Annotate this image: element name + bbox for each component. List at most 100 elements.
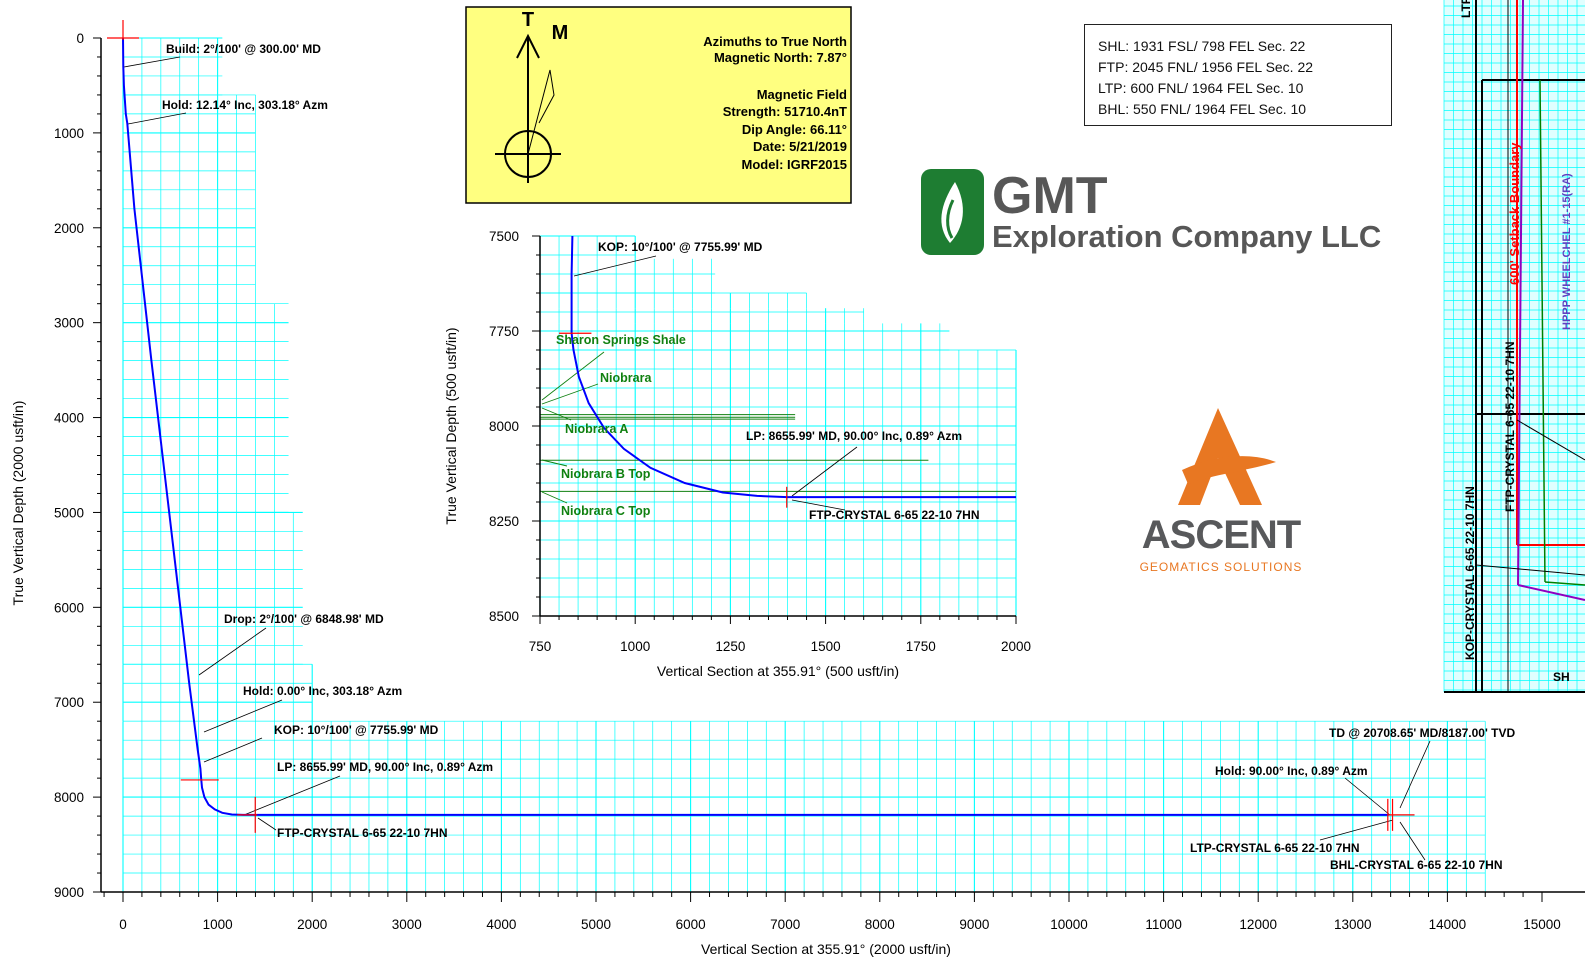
inset-x-tick-2000: 2000 (1001, 639, 1031, 654)
main-y-tick-4000: 4000 (54, 411, 84, 426)
main-y-tick-5000: 5000 (54, 505, 84, 520)
main-y-tick-6000: 6000 (54, 600, 84, 615)
main-y-tick-9000: 9000 (54, 885, 84, 900)
main-x-tick-5000: 5000 (581, 917, 611, 932)
main-x-tick-14000: 14000 (1429, 917, 1467, 932)
ascent-logo-name: ASCENT (1138, 513, 1304, 558)
ltp-location: LTP: 600 FNL/ 1964 FEL Sec. 10 (1098, 78, 1391, 99)
main-x-tick-1000: 1000 (203, 917, 233, 932)
offset-well-label: HPPP WHEELCHEL #1-15(RA) (1561, 173, 1573, 330)
inset-x-tick-750: 750 (529, 639, 552, 654)
main-leader-8 (1345, 778, 1390, 815)
niobrara-b-leader (542, 460, 567, 466)
main-y-tick-2000: 2000 (54, 221, 84, 236)
main-x-tick-12000: 12000 (1239, 917, 1277, 932)
inset-x-tick-1500: 1500 (811, 639, 841, 654)
gmt-logo-icon (921, 169, 984, 255)
hold1-annotation: Hold: 12.14° Inc, 303.18° Azm (162, 98, 328, 112)
main-leader-5 (244, 776, 340, 815)
ltp-annotation: LTP-CRYSTAL 6-65 22-10 7HN (1190, 841, 1360, 855)
main-leader-1 (128, 113, 186, 124)
inset-x-tick-labels: 750 1000 1250 1500 1750 2000 (529, 639, 1031, 654)
north-info-line-2: Magnetic North: 7.87° (714, 50, 847, 65)
main-x-tick-4000: 4000 (486, 917, 516, 932)
niobrara-c-leader (542, 492, 567, 503)
kop-annotation: KOP: 10°/100' @ 7755.99' MD (274, 723, 439, 737)
plan-ftp-label: FTP-CRYSTAL 6-65 22-10 7HN (1503, 342, 1517, 513)
main-x-tick-3000: 3000 (392, 917, 422, 932)
main-x-tick-7000: 7000 (770, 917, 800, 932)
north-info-line-4: Magnetic Field (757, 87, 847, 102)
niobrara-b-label: Niobrara B Top (561, 467, 651, 481)
north-info-line-7: Date: 5/21/2019 (753, 139, 847, 154)
inset-x-tick-1250: 1250 (715, 639, 745, 654)
main-leader-4 (204, 738, 262, 762)
inset-kop-leader (574, 256, 656, 276)
lp-annotation: LP: 8655.99' MD, 90.00° Inc, 0.89° Azm (277, 760, 493, 774)
main-x-tick-15000: 15000 (1523, 917, 1561, 932)
main-leader-0 (124, 57, 180, 67)
main-x-tick-6000: 6000 (676, 917, 706, 932)
main-x-tick-9000: 9000 (959, 917, 989, 932)
main-x-tick-0: 0 (119, 917, 127, 932)
main-leader-6 (258, 818, 276, 830)
ftp-annotation: FTP-CRYSTAL 6-65 22-10 7HN (277, 826, 448, 840)
sharon-springs-label: Sharon Springs Shale (556, 333, 686, 347)
main-y-tick-labels: 0 1000 2000 3000 4000 5000 6000 7000 8000 9000 (54, 31, 84, 900)
true-north-label: T (522, 9, 534, 31)
main-leader-2 (199, 628, 266, 675)
gmt-logo-subtitle: Exploration Company LLC (992, 220, 1381, 254)
shl-location: SHL: 1931 FSL/ 798 FEL Sec. 22 (1098, 36, 1391, 57)
inset-y-tick-8250: 8250 (489, 514, 519, 529)
hold3-annotation: Hold: 90.00° Inc, 0.89° Azm (1215, 764, 1368, 778)
td-annotation: TD @ 20708.65' MD/8187.00' TVD (1329, 726, 1515, 740)
main-y-tick-1000: 1000 (54, 126, 84, 141)
main-y-axis-label: True Vertical Depth (2000 usft/in) (10, 401, 26, 606)
main-leader-3 (204, 700, 282, 732)
inset-lp-annotation: LP: 8655.99' MD, 90.00° Inc, 0.89° Azm (746, 429, 962, 443)
niobrara-label: Niobrara (600, 371, 652, 385)
main-y-tick-3000: 3000 (54, 316, 84, 331)
main-x-tick-labels: 0 1000 2000 3000 4000 5000 6000 7000 8000 9000 100… (119, 917, 1561, 932)
ftp-location: FTP: 2045 FNL/ 1956 FEL Sec. 22 (1098, 57, 1391, 78)
north-arrow-box: T M Azimuths to True North Magnetic Nort… (466, 7, 851, 203)
drop-annotation: Drop: 2°/100' @ 6848.98' MD (224, 612, 384, 626)
main-x-tick-8000: 8000 (865, 917, 895, 932)
bhl-annotation: BHL-CRYSTAL 6-65 22-10 7HN (1330, 858, 1503, 872)
inset-y-tick-8000: 8000 (489, 419, 519, 434)
main-y-tick-0: 0 (76, 31, 84, 46)
inset-y-tick-7750: 7750 (489, 324, 519, 339)
inset-y-axis-label: True Vertical Depth (500 usft/in) (443, 327, 459, 524)
niobrara-a-leader (542, 408, 571, 420)
inset-y-tick-8500: 8500 (489, 609, 519, 624)
main-x-tick-10000: 10000 (1050, 917, 1088, 932)
main-y-tick-8000: 8000 (54, 790, 84, 805)
ascent-logo-subtitle: GEOMATICS SOLUTIONS (1138, 560, 1304, 574)
inset-x-tick-1750: 1750 (906, 639, 936, 654)
inset-y-tick-7500: 7500 (489, 229, 519, 244)
north-info-line-5: Strength: 51710.4nT (723, 104, 847, 119)
inset-y-tick-labels: 7500 7750 8000 8250 8500 (489, 229, 519, 624)
inset-x-tick-1000: 1000 (620, 639, 650, 654)
main-x-tick-2000: 2000 (297, 917, 327, 932)
north-info-line-8: Model: IGRF2015 (742, 157, 847, 172)
plan-sh-label: SH (1553, 670, 1570, 684)
north-info-line-6: Dip Angle: 66.11° (742, 122, 847, 137)
main-x-axis-label: Vertical Section at 355.91° (2000 usft/i… (701, 941, 951, 957)
inset-x-axis-label: Vertical Section at 355.91° (500 usft/in… (657, 663, 899, 679)
inset-point-markers (559, 333, 787, 507)
build-annotation: Build: 2°/100' @ 300.00' MD (166, 42, 321, 56)
inset-wellpath-line (572, 236, 1016, 497)
niobrara-c-label: Niobrara C Top (561, 504, 651, 518)
main-x-tick-13000: 13000 (1334, 917, 1372, 932)
inset-kop-annotation: KOP: 10°/100' @ 7755.99' MD (598, 240, 763, 254)
niobrara-a-label: Niobrara A (565, 422, 628, 436)
setback-boundary-label: 600' Setback Boundary (1507, 142, 1522, 285)
north-info-line-1: Azimuths to True North (703, 34, 847, 49)
bhl-location: BHL: 550 FNL/ 1964 FEL Sec. 10 (1098, 99, 1391, 120)
hold2-annotation: Hold: 0.00° Inc, 303.18° Azm (243, 684, 402, 698)
gmt-logo-name: GMT (992, 170, 1108, 222)
plan-view-panel: LTP 600' Setback Boundary HPPP WHEELCHEL… (1444, 0, 1585, 692)
main-y-tick-7000: 7000 (54, 695, 84, 710)
